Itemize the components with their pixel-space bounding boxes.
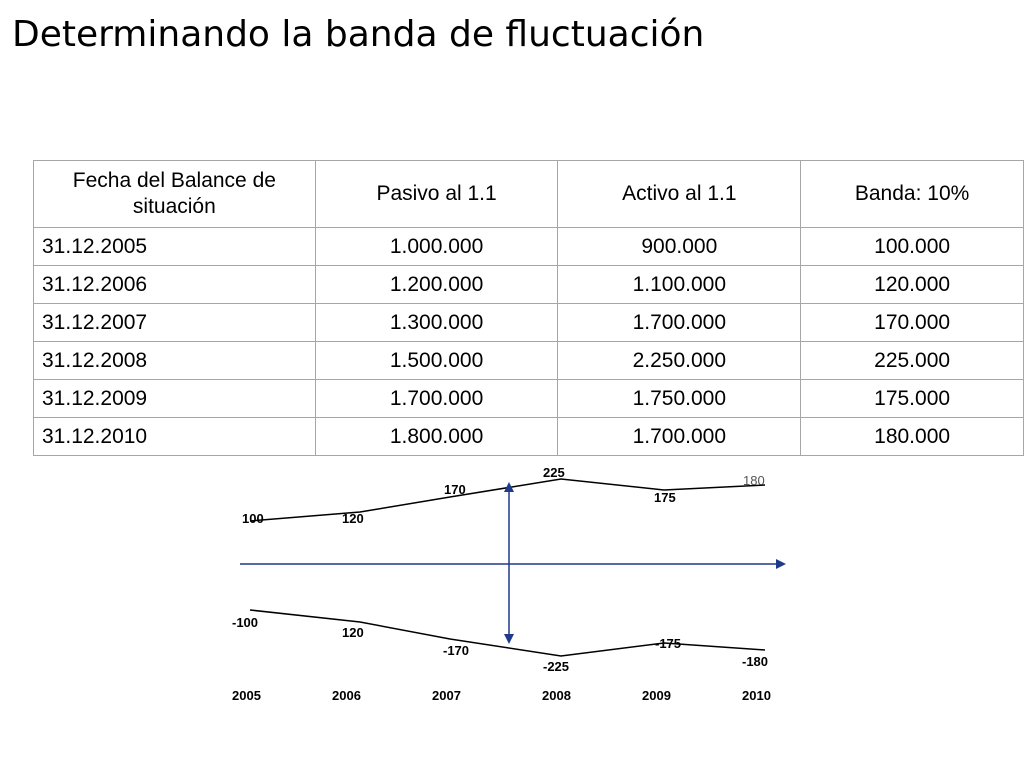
year-label: 2009 <box>642 688 671 703</box>
cell-activo: 1.100.000 <box>557 265 802 304</box>
table-header-row: Fecha del Balance de situación Pasivo al… <box>33 160 1024 228</box>
upper-label: 100 <box>242 511 264 526</box>
upper-label: 180 <box>743 473 765 488</box>
cell-fecha: 31.12.2006 <box>33 265 316 304</box>
cell-banda: 120.000 <box>800 265 1024 304</box>
upper-label: 170 <box>444 482 466 497</box>
lower-label: 120 <box>342 625 364 640</box>
year-label: 2010 <box>742 688 771 703</box>
upper-label: 225 <box>543 465 565 480</box>
upper-band-line <box>249 478 766 522</box>
table-row: 31.12.2010 1.800.000 1.700.000 180.000 <box>33 417 1024 456</box>
table-row: 31.12.2005 1.000.000 900.000 100.000 <box>33 227 1024 266</box>
year-label: 2007 <box>432 688 461 703</box>
cell-fecha: 31.12.2007 <box>33 303 316 342</box>
cell-pasivo: 1.000.000 <box>314 227 559 266</box>
year-label: 2005 <box>232 688 261 703</box>
upper-label: 120 <box>342 511 364 526</box>
cell-activo: 1.700.000 <box>557 303 802 342</box>
cell-fecha: 31.12.2008 <box>33 341 316 380</box>
lower-label: -100 <box>232 615 258 630</box>
cell-activo: 900.000 <box>557 227 802 266</box>
lower-label: -180 <box>742 654 768 669</box>
header-fecha: Fecha del Balance de situación <box>33 160 316 228</box>
page-title: Determinando la banda de fluctuación <box>12 14 705 55</box>
table-row: 31.12.2006 1.200.000 1.100.000 120.000 <box>33 265 1024 304</box>
cell-fecha: 31.12.2010 <box>33 417 316 456</box>
lower-label: -170 <box>443 643 469 658</box>
lower-band-line <box>249 609 766 657</box>
year-label: 2008 <box>542 688 571 703</box>
cell-pasivo: 1.800.000 <box>314 417 559 456</box>
upper-label: 175 <box>654 490 676 505</box>
band-table: Fecha del Balance de situación Pasivo al… <box>33 160 1024 456</box>
cell-activo: 1.750.000 <box>557 379 802 418</box>
lower-label: -225 <box>543 659 569 674</box>
cell-fecha: 31.12.2005 <box>33 227 316 266</box>
cell-activo: 1.700.000 <box>557 417 802 456</box>
year-label: 2006 <box>332 688 361 703</box>
cell-fecha: 31.12.2009 <box>33 379 316 418</box>
header-banda: Banda: 10% <box>800 160 1024 228</box>
lower-label: -175 <box>655 636 681 651</box>
cell-pasivo: 1.500.000 <box>314 341 559 380</box>
cell-banda: 180.000 <box>800 417 1024 456</box>
